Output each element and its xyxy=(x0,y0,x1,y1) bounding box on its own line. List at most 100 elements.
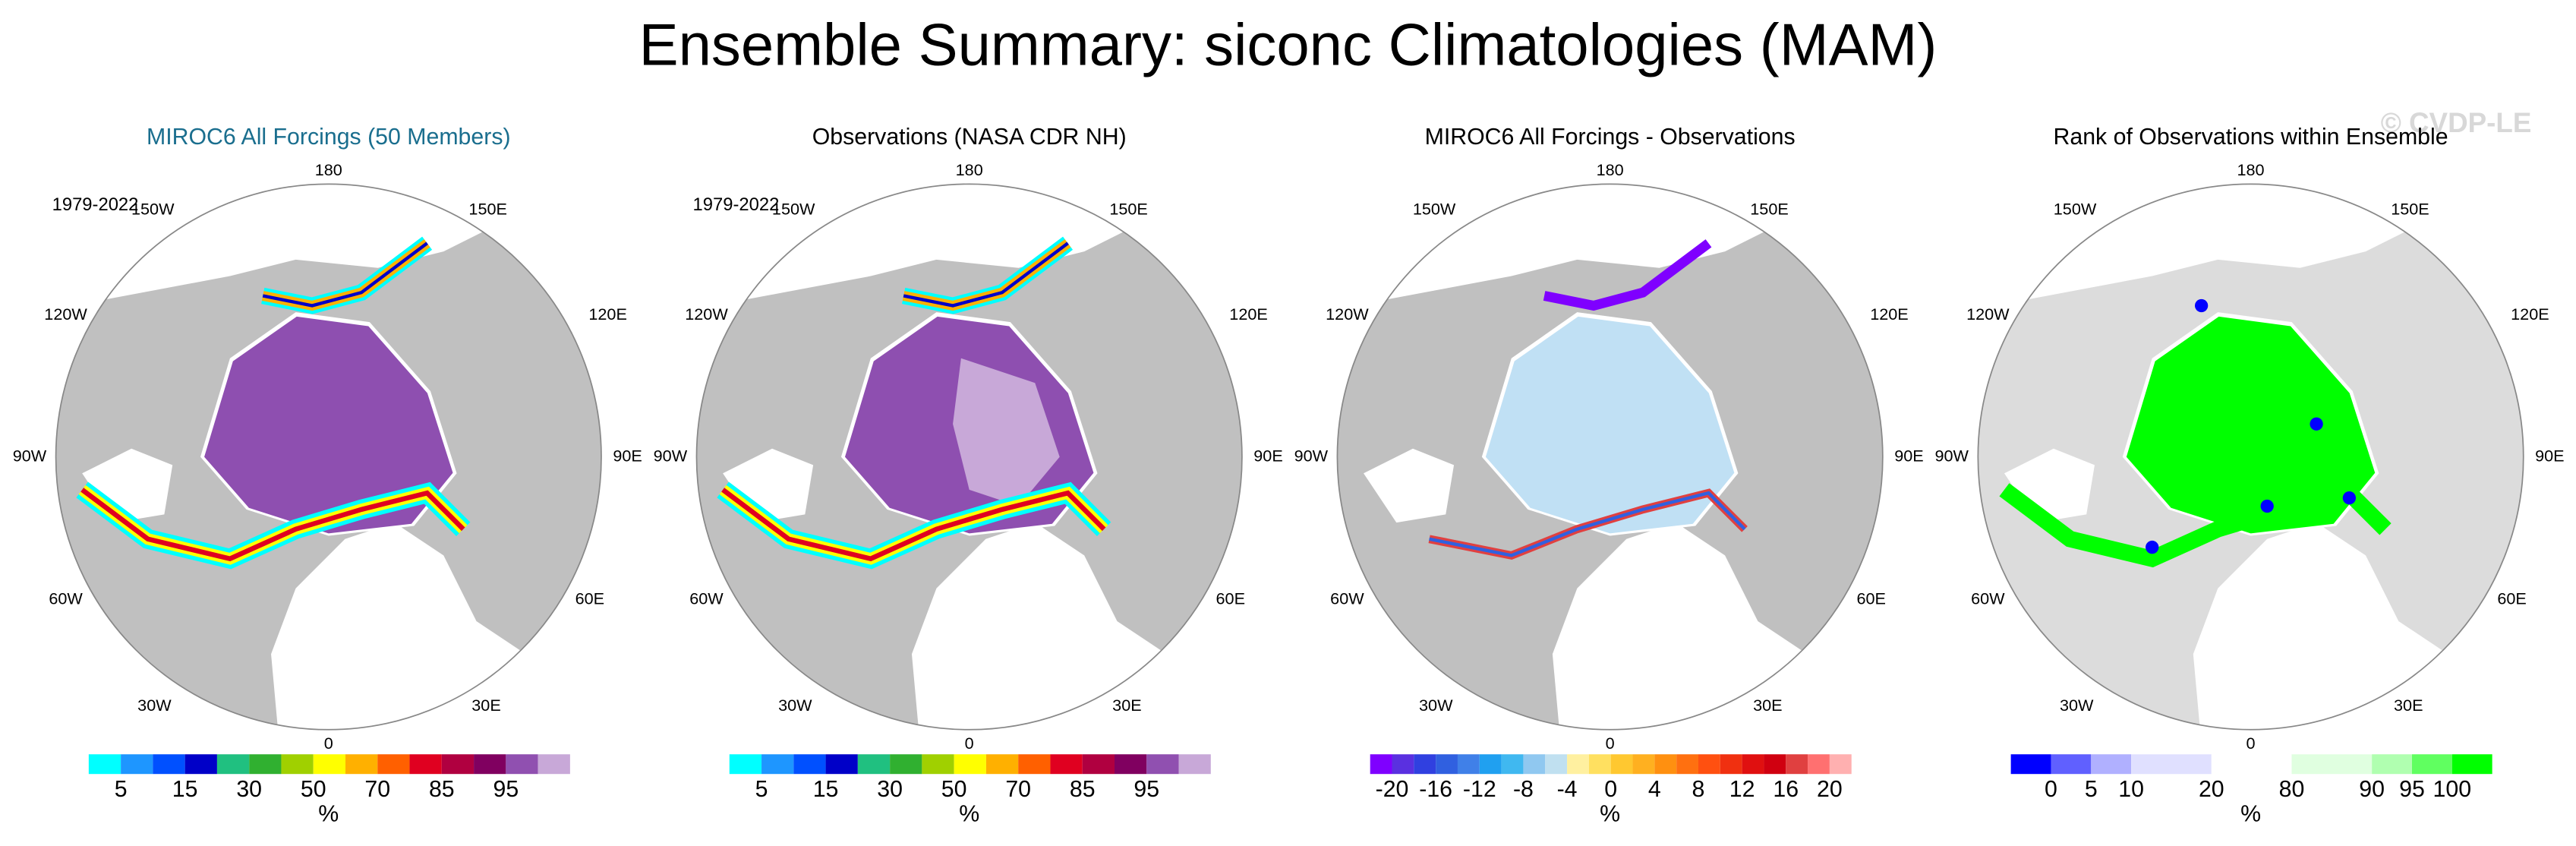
colorbar-label: 0 xyxy=(2045,777,2057,802)
map-body xyxy=(1337,184,1883,730)
polar-map: 180 150W 150E 120W 120E 90W 90E 60W 60E 30W 30E 0 xyxy=(1934,160,2564,753)
colorbar-label: 8 xyxy=(1692,777,1705,802)
colorbar-box xyxy=(985,754,1019,775)
colorbar-box xyxy=(857,754,891,775)
rank-spot xyxy=(2146,540,2159,554)
colorbar-label: -4 xyxy=(1557,777,1578,802)
colorbar-box xyxy=(1479,754,1502,775)
colorbar-box xyxy=(1457,754,1480,775)
figure-title: Ensemble Summary: siconc Climatologies (… xyxy=(639,11,1938,78)
colorbar-label: 15 xyxy=(813,777,839,802)
longitude-label: 60E xyxy=(1856,589,1885,608)
panel-title: MIROC6 All Forcings (50 Members) xyxy=(147,125,511,150)
colorbar-label: -16 xyxy=(1419,777,1452,802)
colorbar-label: -20 xyxy=(1376,777,1409,802)
colorbar-box xyxy=(1654,754,1677,775)
longitude-label: 0 xyxy=(324,734,333,753)
longitude-label: 150W xyxy=(131,200,175,219)
colorbar-box xyxy=(249,754,282,775)
colorbar-box xyxy=(1698,754,1720,775)
colorbar-box xyxy=(1501,754,1524,775)
longitude-label: 90E xyxy=(1253,446,1282,465)
colorbar-label: 95 xyxy=(1134,777,1159,802)
colorbar-box xyxy=(441,754,475,775)
sea-ice-inner xyxy=(953,358,1060,507)
colorbar-box xyxy=(1018,754,1051,775)
panel-title: MIROC6 All Forcings - Observations xyxy=(1425,125,1796,150)
colorbar-unit: % xyxy=(1600,801,1620,826)
colorbar-box xyxy=(793,754,826,775)
longitude-label: 0 xyxy=(2247,734,2256,753)
colorbar-box xyxy=(1178,754,1211,775)
polar-map: 180 150W 150E 120W 120E 90W 90E 60W 60E 30W 30E 0 xyxy=(13,160,642,753)
rank-spot xyxy=(2194,298,2209,313)
longitude-label: 90W xyxy=(1294,446,1329,465)
colorbar-box xyxy=(538,754,570,775)
colorbar-box xyxy=(1742,754,1764,775)
colorbar-label: 20 xyxy=(2199,777,2224,802)
colorbar-label: 30 xyxy=(236,777,262,802)
map-body xyxy=(696,184,1242,730)
colorbar-box xyxy=(313,754,345,775)
longitude-label: 60E xyxy=(2497,589,2526,608)
colorbar-box xyxy=(1588,754,1611,775)
longitude-label: 150W xyxy=(1413,200,1456,219)
colorbar-label: 20 xyxy=(1817,777,1843,802)
colorbar-box xyxy=(1436,754,1458,775)
longitude-label: 150W xyxy=(2054,200,2097,219)
colorbar-box xyxy=(1632,754,1655,775)
colorbar-box xyxy=(1370,754,1392,775)
colorbar-label: 5 xyxy=(755,777,768,802)
rank-spot xyxy=(2342,491,2357,505)
longitude-label: 90E xyxy=(2535,446,2564,465)
watermark: © CVDP-LE xyxy=(2381,107,2532,138)
panel-title: Rank of Observations within Ensemble xyxy=(2054,125,2448,150)
colorbar-box xyxy=(1829,754,1852,775)
longitude-label: 90W xyxy=(13,446,47,465)
longitude-label: 120W xyxy=(1966,305,2010,324)
colorbar-box xyxy=(1610,754,1633,775)
colorbar-box xyxy=(1545,754,1568,775)
colorbar-box xyxy=(1114,754,1147,775)
ice-edge xyxy=(1429,491,1746,557)
colorbar-label: 85 xyxy=(1070,777,1096,802)
polar-map: 180 150W 150E 120W 120E 90W 90E 60W 60E 30W 30E 0 xyxy=(654,160,1283,753)
colorbar-box xyxy=(922,754,954,775)
colorbar-label: 90 xyxy=(2359,777,2385,802)
map-border xyxy=(695,183,1243,731)
colorbar-box xyxy=(409,754,442,775)
ice-edge xyxy=(80,488,465,562)
longitude-label: 60W xyxy=(1330,589,1364,608)
period-label: 1979-2022 xyxy=(693,194,780,215)
colorbar-label: 16 xyxy=(1773,777,1799,802)
longitude-label: 30E xyxy=(1112,696,1141,715)
colorbar-label: 50 xyxy=(301,777,326,802)
longitude-label: 30E xyxy=(1753,696,1782,715)
map-border xyxy=(55,183,602,731)
longitude-label: 30E xyxy=(471,696,500,715)
longitude-label: 30W xyxy=(778,696,812,715)
rank-spot xyxy=(2310,417,2323,431)
longitude-label: 150E xyxy=(468,200,507,219)
panel-title: Observations (NASA CDR NH) xyxy=(812,125,1127,150)
ocean xyxy=(1364,448,1455,523)
longitude-label: 120E xyxy=(1870,305,1909,324)
colorbar-box xyxy=(2451,754,2492,775)
colorbar-box xyxy=(1392,754,1414,775)
sea-ice xyxy=(1485,316,1735,534)
colorbar-box xyxy=(216,754,250,775)
longitude-label: 30W xyxy=(1419,696,1453,715)
colorbar-box xyxy=(1720,754,1742,775)
colorbar-label: 4 xyxy=(1648,777,1661,802)
colorbar-box xyxy=(1050,754,1083,775)
colorbar-box xyxy=(2211,754,2292,775)
colorbar-label: -12 xyxy=(1463,777,1496,802)
longitude-label: 120E xyxy=(1229,305,1268,324)
colorbar-label: 12 xyxy=(1729,777,1755,802)
colorbar-box xyxy=(729,754,762,775)
ice-edge xyxy=(903,241,1069,308)
colorbar-box xyxy=(1786,754,1808,775)
colorbar-box xyxy=(1676,754,1698,775)
longitude-label: 180 xyxy=(315,160,342,179)
